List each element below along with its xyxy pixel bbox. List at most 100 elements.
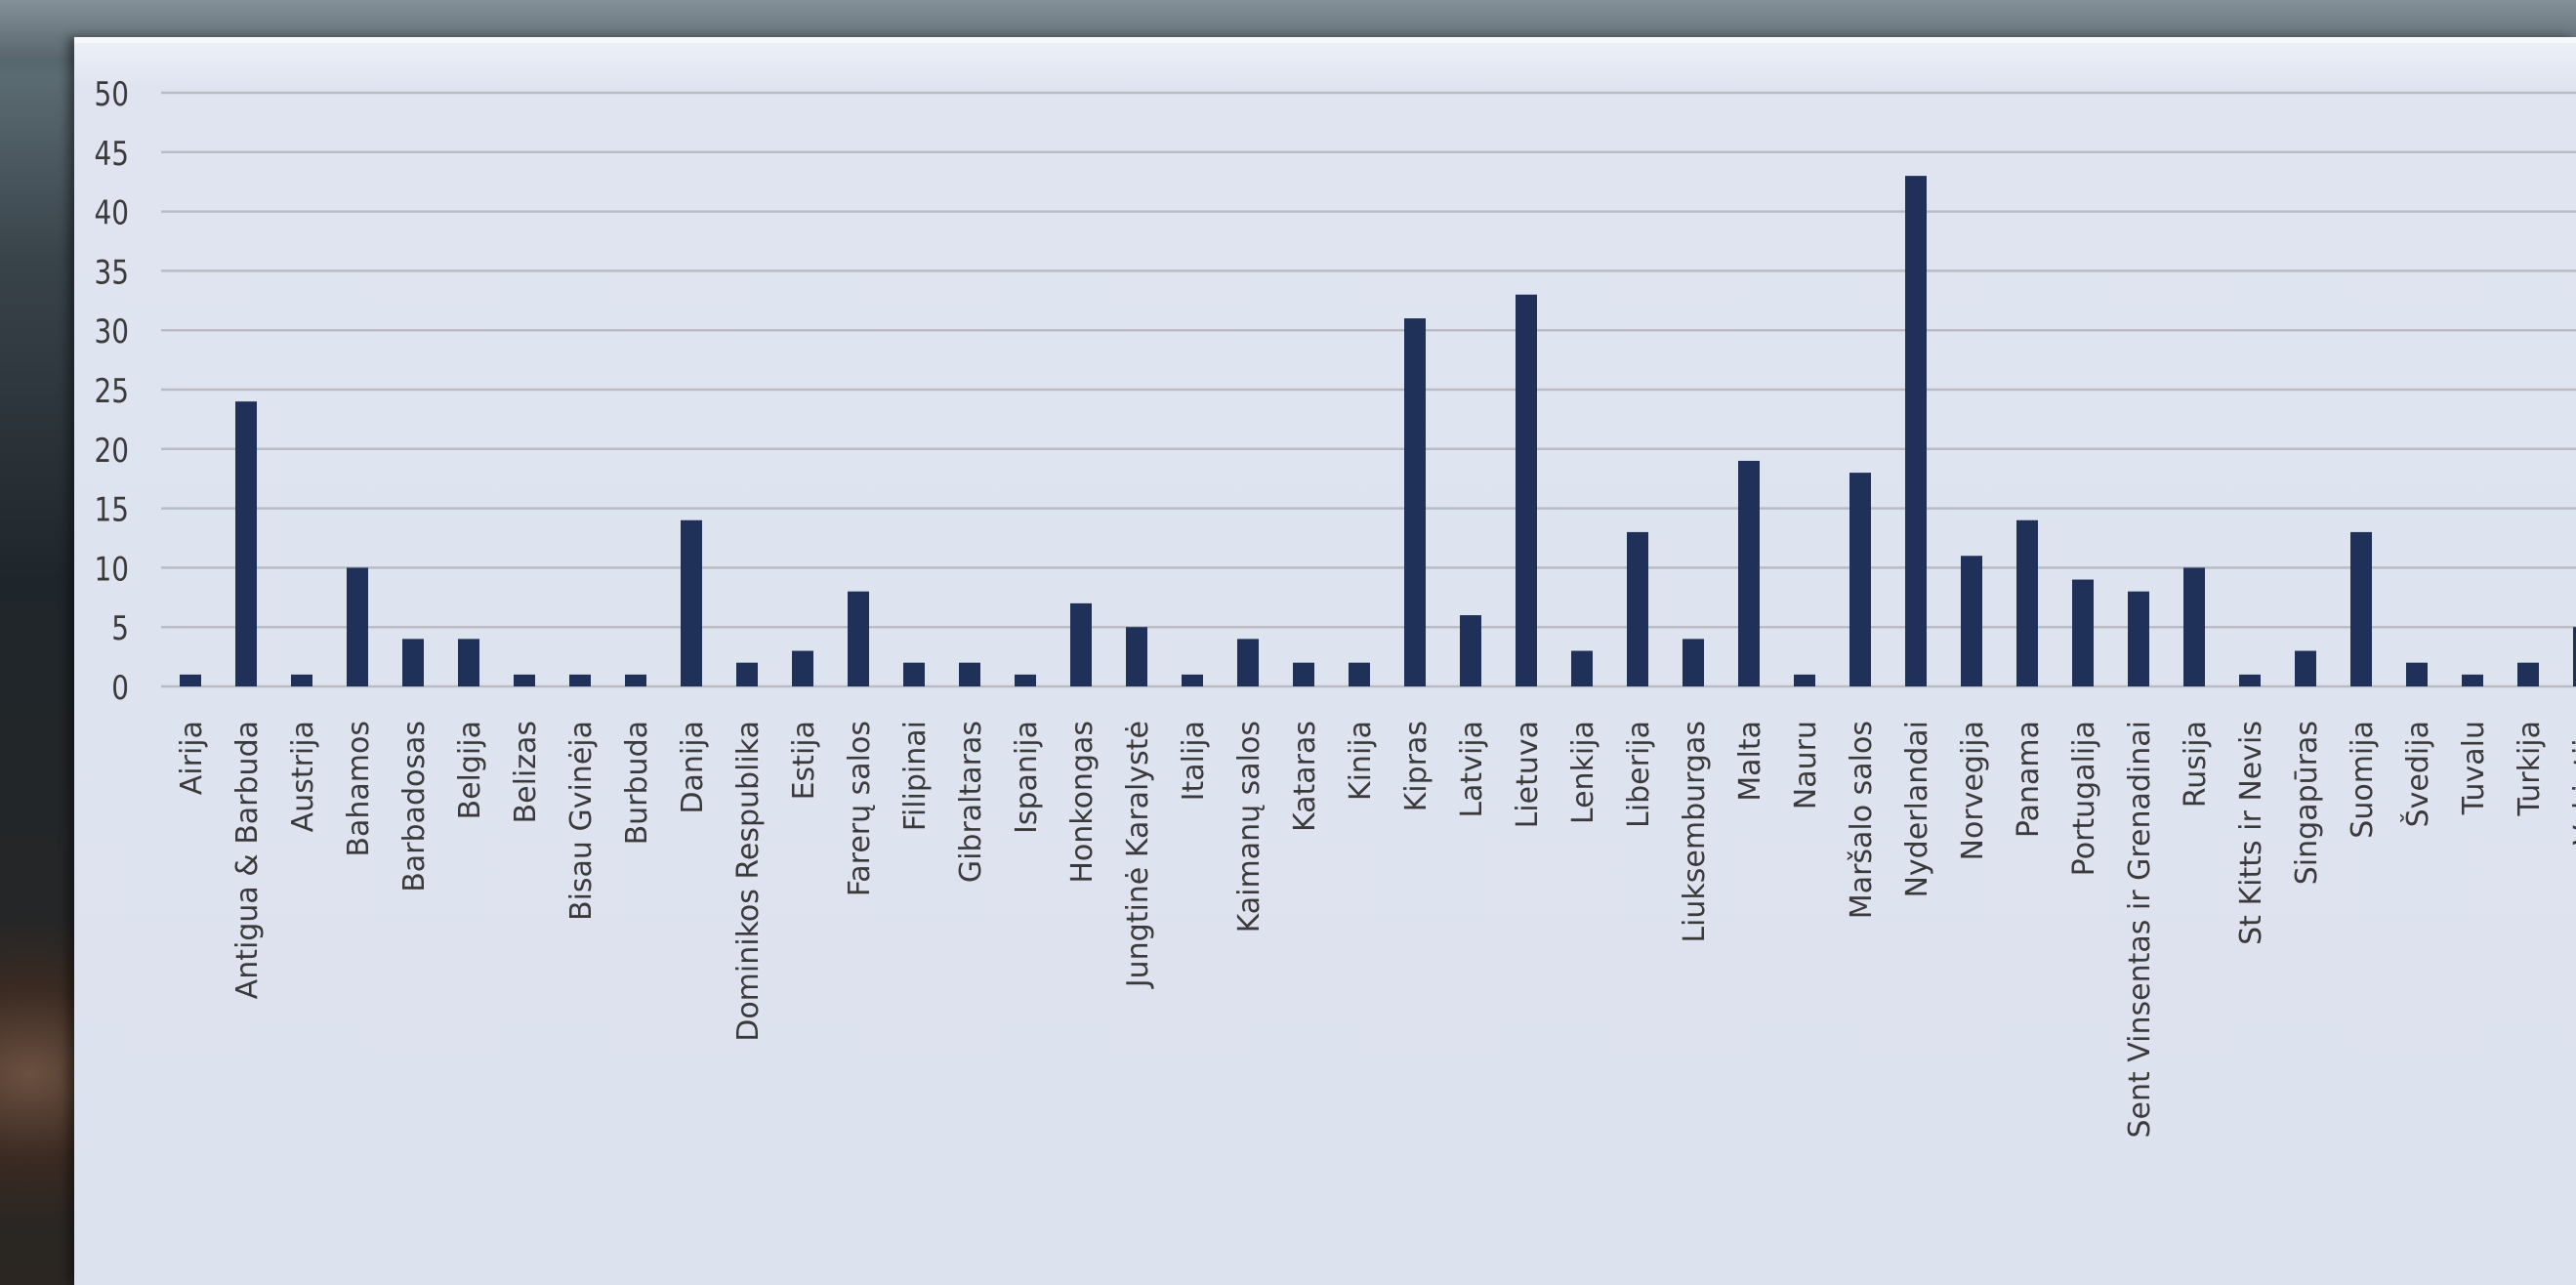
bar [1849, 473, 1871, 686]
bar [1460, 615, 1481, 686]
x-tick-label: Liuksemburgas [1678, 721, 1712, 943]
y-tick-label: 15 [95, 491, 129, 529]
y-tick-label: 30 [95, 313, 129, 352]
y-axis-ticks: 0 5 10 15 20 25 30 35 40 45 50 [95, 75, 129, 707]
bar [458, 639, 479, 686]
y-tick-label: 40 [95, 194, 129, 232]
bar [2072, 579, 2094, 686]
x-tick-label: Antigua & Barbuda [230, 721, 265, 999]
y-tick-label: 50 [95, 75, 129, 113]
bar [625, 674, 646, 686]
chart-panel-top-edge [74, 37, 2576, 43]
x-tick-label: Danija [676, 721, 710, 814]
x-tick-label: Portugalija [2067, 721, 2101, 876]
x-tick-label: Suomija [2346, 721, 2380, 839]
x-tick-label: Rusija [2179, 721, 2213, 808]
x-tick-label: Italija [1177, 721, 1211, 801]
bar [2462, 674, 2483, 686]
x-tick-label: Latvija [1455, 721, 1489, 818]
x-tick-label: Lenkija [1566, 721, 1600, 824]
bar [1015, 674, 1036, 686]
x-axis-ticks: Airija Antigua & Barbuda Austrija Bahamos Ba… [175, 721, 2576, 1139]
bar [2128, 591, 2149, 686]
x-tick-label: Sent Vinsentas ir Grenadinai [2123, 721, 2157, 1139]
bar [347, 567, 368, 686]
x-tick-label: Maršalo salos [1845, 721, 1879, 919]
bar [1683, 639, 1704, 686]
bar [2295, 650, 2316, 686]
bar [291, 674, 312, 686]
gridlines [161, 91, 2576, 688]
bar [1404, 318, 1426, 686]
bar [2016, 519, 2038, 686]
x-tick-label: Liberija [1622, 721, 1656, 828]
x-tick-label: Švedija [2399, 721, 2435, 827]
x-tick-label: Vokietija [2568, 721, 2576, 846]
x-tick-label: Bahamos [342, 721, 376, 857]
bar [1182, 674, 1203, 686]
bars [180, 176, 2576, 686]
bar [2350, 531, 2372, 686]
bar [1738, 460, 1760, 686]
x-tick-label: Turkija [2513, 721, 2547, 817]
x-tick-label: Belgija [453, 721, 487, 819]
y-tick-label: 25 [95, 372, 129, 410]
bar [1293, 662, 1314, 686]
x-tick-label: Airija [175, 721, 209, 795]
x-tick-label: Gibraltaras [954, 721, 988, 883]
chart-panel [74, 37, 2576, 1285]
bar [903, 662, 925, 686]
x-tick-label: Nyderlandai [1900, 721, 1934, 898]
bar [235, 401, 257, 686]
x-tick-label: Honkongas [1065, 721, 1100, 884]
bar [1126, 627, 1147, 686]
x-tick-label: Farerų salos [843, 721, 877, 896]
y-tick-label: 20 [95, 432, 129, 470]
bar [1961, 556, 1982, 686]
x-tick-label: Kinija [1344, 721, 1378, 801]
bar [2573, 627, 2576, 686]
x-tick-label: Kataras [1288, 721, 1322, 832]
bar [402, 639, 424, 686]
x-tick-label: Dominikos Respublika [731, 721, 766, 1042]
bar [1070, 602, 1092, 686]
x-tick-label: Jungtinė Karalystė [1121, 721, 1155, 989]
x-tick-label: Malta [1733, 721, 1767, 802]
x-tick-label: Kaimanų salos [1232, 721, 1267, 933]
y-tick-label: 45 [95, 135, 129, 173]
x-tick-label: Nauru [1789, 721, 1823, 809]
bar [514, 674, 535, 686]
x-tick-label: Estija [787, 721, 821, 800]
x-tick-label: Panama [2012, 721, 2046, 838]
y-tick-label: 0 [111, 669, 129, 707]
bar [2183, 567, 2205, 686]
bar [2517, 662, 2539, 686]
x-tick-label: Lietuva [1511, 721, 1545, 828]
y-tick-label: 10 [95, 551, 129, 589]
x-tick-label: St Kitts ir Nevis [2234, 721, 2268, 945]
bar [1516, 294, 1537, 686]
bar [2239, 674, 2261, 686]
x-tick-label: Belizas [509, 721, 543, 823]
bar [1905, 176, 1927, 686]
bar [959, 662, 980, 686]
x-tick-label: Tuvalu [2457, 721, 2491, 815]
bar [1237, 639, 1259, 686]
bar [569, 674, 591, 686]
bar [1571, 650, 1593, 686]
x-tick-label: Filipinai [898, 721, 933, 831]
bar [848, 591, 869, 686]
bar [681, 519, 702, 686]
bar [2406, 662, 2428, 686]
bar [736, 662, 758, 686]
bar [792, 650, 813, 686]
bar [1349, 662, 1370, 686]
x-tick-label: Ispanija [1010, 721, 1044, 834]
x-tick-label: Norvegija [1956, 721, 1990, 860]
y-tick-label: 35 [95, 254, 129, 292]
y-tick-label: 5 [111, 610, 129, 648]
x-tick-label: Burbuda [620, 721, 654, 845]
x-tick-label: Kipras [1399, 721, 1433, 811]
x-tick-label: Singapūras [2290, 721, 2324, 885]
